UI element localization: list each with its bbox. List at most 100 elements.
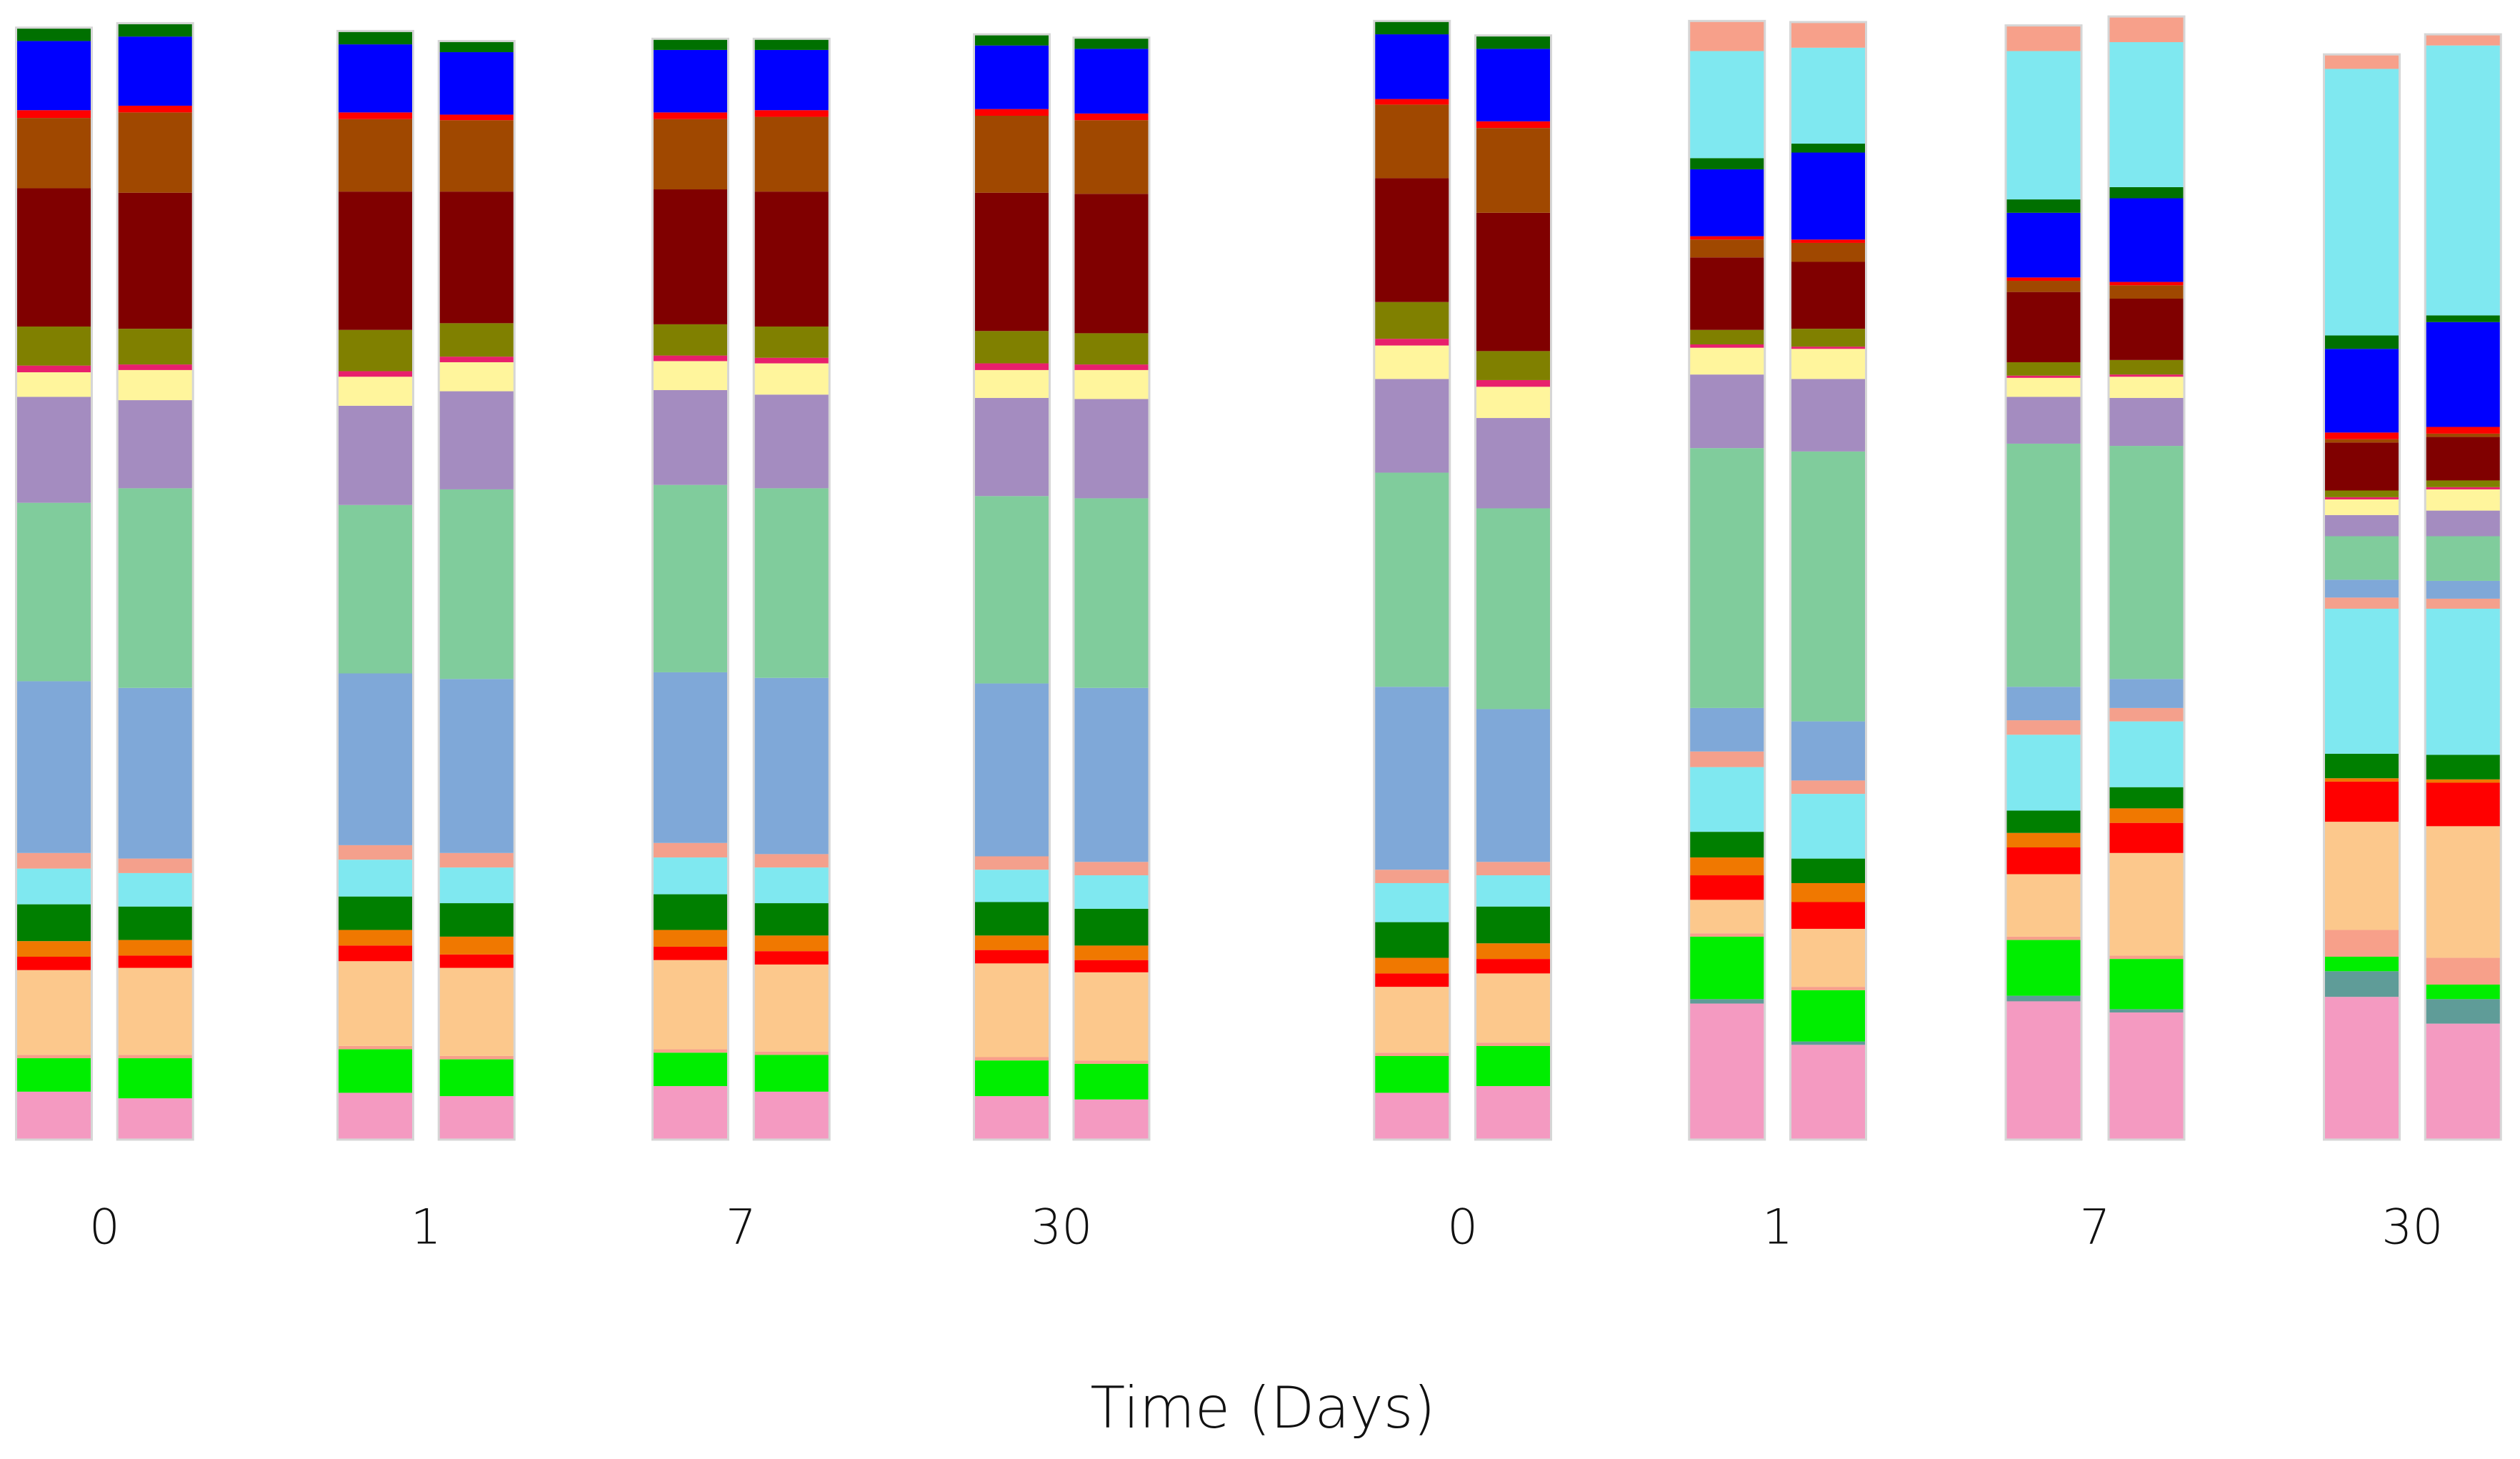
bar-segment	[1790, 347, 1866, 349]
bar-segment	[1689, 832, 1765, 858]
bar-segment	[2425, 510, 2501, 537]
bar-segment	[1790, 379, 1866, 452]
bar-segment	[2324, 490, 2400, 497]
bar-segment	[439, 867, 515, 904]
bar-segment	[2324, 536, 2400, 580]
bar-segment	[1074, 333, 1149, 365]
bar-segment	[337, 1092, 414, 1140]
bar-outline	[752, 37, 831, 1141]
bar-segment	[2324, 971, 2400, 997]
bar-segment	[2109, 1009, 2184, 1013]
bar-segment	[754, 110, 830, 117]
bar-segment	[337, 945, 414, 962]
bar-segment	[652, 361, 729, 391]
bar-segment	[16, 41, 92, 111]
bar-segment	[2324, 930, 2400, 957]
bar-segment	[2109, 822, 2184, 853]
bar-segment	[2006, 375, 2081, 378]
bar-outline	[1474, 34, 1552, 1141]
bar-segment	[652, 842, 729, 858]
bar-segment	[2109, 808, 2184, 823]
bar-segment	[16, 327, 92, 366]
bar-segment	[16, 118, 92, 189]
bar-segment	[117, 488, 194, 688]
bar-segment	[1475, 121, 1551, 129]
bar-segment	[1689, 1003, 1765, 1140]
bar-segment	[2109, 1012, 2184, 1140]
bar-segment	[439, 52, 515, 115]
bar-segment	[652, 1049, 729, 1053]
bar-segment	[1475, 49, 1551, 121]
bar-segment	[16, 1058, 92, 1092]
bar-segment	[439, 357, 515, 362]
bar-segment	[1689, 51, 1765, 159]
bar-outline	[2424, 33, 2502, 1141]
bar-segment	[2425, 598, 2501, 609]
bar-segment	[2324, 442, 2400, 491]
x-axis-title: Time (Days)	[1090, 1375, 1435, 1441]
bar-segment	[2006, 281, 2081, 292]
bar-segment	[337, 119, 414, 192]
bar-segment	[1475, 709, 1551, 862]
bar-segment	[652, 189, 729, 324]
bar-segment	[1790, 1041, 1866, 1045]
bar-outline	[1072, 36, 1151, 1141]
bar-segment	[2324, 497, 2400, 499]
bar-segment	[974, 369, 1050, 398]
bar-segment	[2324, 499, 2400, 515]
bar-outline	[15, 26, 93, 1141]
bar-segment	[1074, 1099, 1149, 1140]
bar-segment	[1475, 379, 1551, 387]
bar-segment	[1689, 169, 1765, 236]
bar-segment	[337, 845, 414, 860]
bar-segment	[2006, 397, 2081, 444]
bar-segment	[652, 857, 729, 895]
bar-segment	[974, 950, 1050, 964]
bar-segment	[1374, 1055, 1450, 1093]
bar-segment	[117, 1058, 194, 1099]
bar-outline	[116, 21, 194, 1141]
bar-segment	[2324, 69, 2400, 336]
bar-segment	[1790, 794, 1866, 859]
x-tick-label: 0	[89, 1200, 120, 1256]
bar-segment	[439, 323, 515, 357]
bar-segment	[2006, 940, 2081, 996]
bar-segment	[16, 956, 92, 970]
bar-segment	[754, 935, 830, 952]
bar-segment	[2006, 25, 2081, 51]
bar-segment	[1074, 49, 1149, 114]
bar-segment	[1074, 862, 1149, 876]
bar-segment	[974, 902, 1050, 936]
bar-segment	[2109, 852, 2184, 956]
bar-segment	[754, 867, 830, 904]
bar-segment	[337, 504, 414, 674]
bar-segment	[117, 906, 194, 940]
bar-segment	[2425, 782, 2501, 827]
bar-segment	[1475, 959, 1551, 974]
bar-outline	[1373, 19, 1451, 1141]
bar-segment	[2425, 580, 2501, 599]
bar-segment	[117, 112, 194, 193]
bar-segment	[1689, 158, 1765, 169]
bar-segment	[1790, 21, 1866, 48]
bar-segment	[2006, 292, 2081, 362]
bar-segment	[1790, 262, 1866, 329]
bar-segment	[652, 1086, 729, 1140]
bar-segment	[2109, 959, 2184, 1010]
bar-segment	[1790, 451, 1866, 722]
bar-outline	[651, 37, 729, 1141]
bar-segment	[652, 930, 729, 947]
bar-segment	[652, 894, 729, 930]
bar-segment	[1074, 1063, 1149, 1100]
bar-segment	[2425, 487, 2501, 489]
bar-segment	[117, 687, 194, 859]
bar-segment	[117, 940, 194, 956]
bar-segment	[439, 967, 515, 1056]
bar-segment	[2324, 579, 2400, 598]
x-tick-label: 7	[2079, 1200, 2110, 1256]
bar-segment	[1689, 751, 1765, 767]
bar-segment	[2425, 1023, 2501, 1140]
bar-segment	[439, 191, 515, 324]
bar-segment	[2109, 397, 2184, 447]
